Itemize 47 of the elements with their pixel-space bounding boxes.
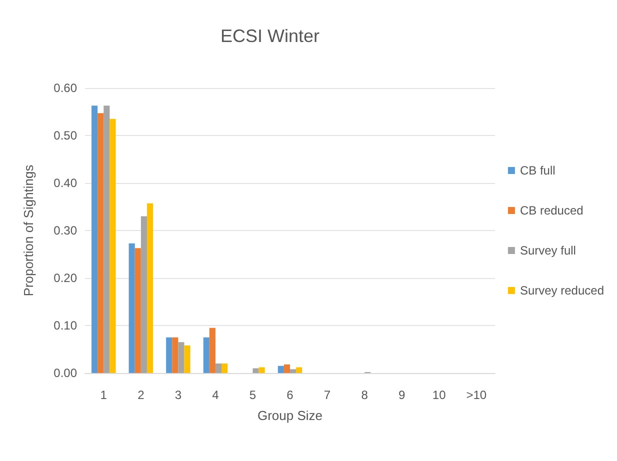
bar	[284, 364, 290, 373]
bar	[252, 368, 259, 373]
x-tick-label: 6	[286, 388, 294, 402]
bar	[128, 243, 135, 373]
x-tick-label: 4	[212, 388, 220, 402]
legend-label: Survey full	[520, 244, 576, 258]
x-tick-label: 5	[249, 388, 256, 402]
x-tick-label: 8	[361, 388, 368, 402]
bar	[278, 366, 284, 373]
bar	[146, 203, 154, 373]
bar	[209, 328, 216, 373]
chart-title: ECSI Winter	[220, 26, 320, 46]
x-tick-label: 9	[398, 388, 406, 402]
bar	[290, 369, 296, 373]
x-tick-label: 2	[138, 388, 145, 402]
bar	[104, 106, 110, 373]
legend-label: CB reduced	[520, 204, 584, 218]
y-tick-label: 0.10	[54, 318, 78, 332]
bar	[258, 367, 265, 373]
bar	[98, 113, 104, 373]
y-axis-title: Proportion of Sightings	[21, 164, 36, 296]
y-tick-label: 0.40	[54, 176, 78, 190]
y-tick-label: 0.00	[54, 366, 78, 380]
y-tick-label: 0.60	[54, 81, 78, 95]
bar	[166, 337, 172, 373]
x-tick-label: 1	[100, 388, 108, 402]
bar	[172, 337, 178, 373]
y-tick-label: 0.30	[54, 224, 78, 238]
bar	[110, 118, 116, 373]
bar	[222, 364, 228, 373]
x-tick-label: 7	[324, 388, 331, 402]
x-tick-label: >10	[466, 388, 487, 402]
bar	[92, 106, 98, 373]
legend-label: CB full	[520, 164, 556, 178]
x-axis-title: Group Size	[257, 408, 323, 423]
y-tick-label: 0.20	[54, 271, 78, 285]
x-tick-label: 10	[432, 388, 446, 402]
bar	[134, 248, 141, 373]
y-tick-label: 0.50	[54, 128, 78, 142]
bar	[203, 337, 210, 373]
legend-label: Survey reduced	[520, 284, 604, 298]
x-tick-label: 3	[174, 388, 182, 402]
bar	[178, 342, 184, 373]
bar	[215, 364, 222, 373]
bar	[140, 216, 147, 373]
bar	[184, 345, 190, 373]
bar	[296, 367, 302, 373]
